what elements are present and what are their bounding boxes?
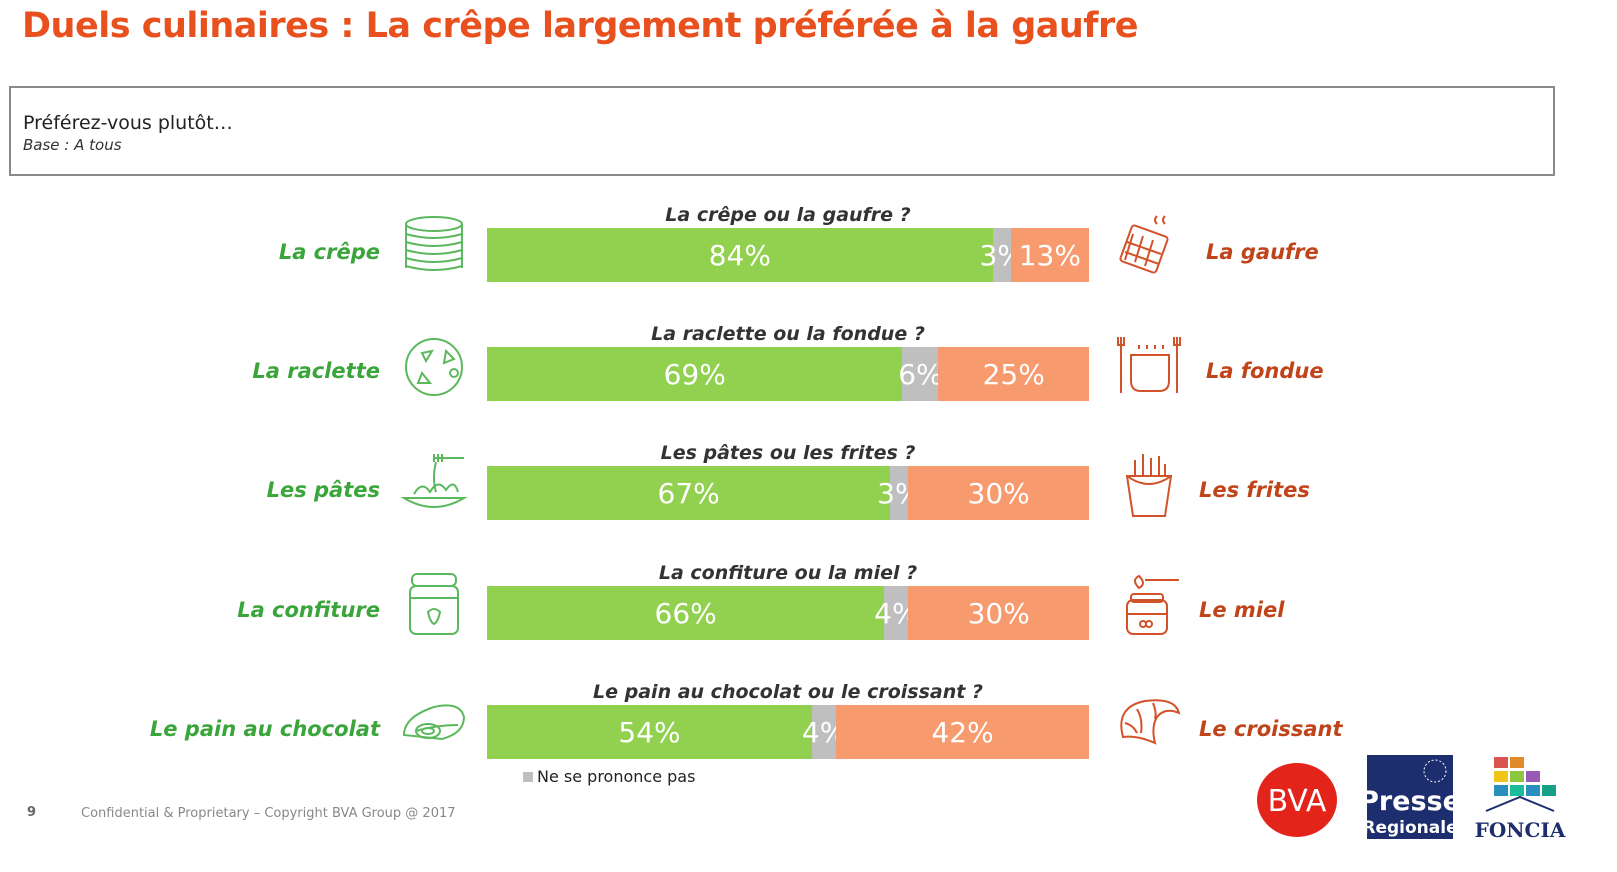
bva-logo-text: BVA [1268, 784, 1327, 819]
bar-segment-no-opinion: 4% [874, 586, 919, 640]
bar-segment-right: 30% [908, 586, 1089, 640]
presse-regionale-logo: Presse Regionale [1367, 755, 1453, 839]
right-choice-label: Les frites [1199, 478, 1310, 502]
data-label: 13% [1018, 238, 1081, 272]
presse-logo-text-bottom: Regionale [1367, 818, 1453, 838]
left-choice-label: Les pâtes [266, 478, 380, 502]
pasta-icon [398, 448, 470, 520]
jam-jar-icon [398, 568, 470, 640]
bar-segment-no-opinion: 3% [877, 466, 922, 520]
duel-row: Le pain au chocolat ou le croissant ? Le … [0, 681, 1617, 791]
duel-row: La raclette ou la fondue ? La raclette 69%… [0, 323, 1617, 433]
bar-segment-left: 67% [487, 466, 891, 520]
data-label: 84% [708, 238, 771, 272]
legend-swatch-no-opinion [523, 771, 533, 782]
bva-logo: BVA [1257, 763, 1337, 837]
foncia-logo-text: FONCIA [1475, 818, 1566, 842]
crepe-stack-icon [398, 210, 470, 282]
data-label: 69% [663, 357, 726, 391]
bar-segment-right: 25% [938, 347, 1089, 401]
waffle-icon [1113, 210, 1185, 282]
bar-segment-no-opinion: 4% [802, 705, 846, 759]
data-label: 6% [898, 357, 943, 391]
data-label: 30% [967, 596, 1030, 630]
fondue-icon [1113, 329, 1185, 401]
data-label: 25% [982, 357, 1045, 391]
base-text: Base : A tous [23, 136, 122, 154]
legend: Ne se prononce pas [523, 767, 695, 786]
data-label: 66% [654, 596, 717, 630]
bar-segment-right: 42% [836, 705, 1089, 759]
left-choice-label: La raclette [252, 359, 380, 383]
duel-question-label: La crêpe ou la gaufre ? [665, 204, 911, 226]
duel-row: La crêpe ou la gaufre ? La crêpe 84% 3% 13% L… [0, 204, 1617, 314]
duel-question-label: La raclette ou la fondue ? [651, 323, 925, 345]
page-title: Duels culinaires : La crêpe largement pr… [22, 6, 1139, 46]
stacked-bar: 84% 3% 13% [487, 228, 1089, 282]
pain-au-chocolat-icon [398, 687, 470, 759]
stacked-bar: 66% 4% 30% [487, 586, 1089, 640]
foncia-logo: FONCIA [1475, 757, 1566, 842]
right-choice-label: La gaufre [1206, 240, 1319, 264]
right-choice-label: Le miel [1199, 598, 1285, 622]
bar-segment-left: 69% [487, 347, 903, 401]
right-choice-label: Le croissant [1199, 717, 1343, 741]
question-box: Préférez-vous plutôt… Base : A tous [9, 86, 1555, 176]
duel-question-label: Les pâtes ou les frites ? [660, 442, 916, 464]
bar-segment-left: 66% [487, 586, 885, 640]
stacked-bar: 67% 3% 30% [487, 466, 1089, 520]
data-label: 30% [967, 476, 1030, 510]
left-choice-label: La crêpe [278, 240, 380, 264]
duel-row: Les pâtes ou les frites ? Les pâtes 67% 3% 3… [0, 442, 1617, 552]
question-text: Préférez-vous plutôt… [23, 112, 233, 134]
data-label: 54% [618, 715, 681, 749]
honey-icon [1113, 568, 1185, 640]
left-choice-label: La confiture [237, 598, 380, 622]
presse-logo-text-top: Presse [1367, 786, 1453, 817]
stacked-bar: 69% 6% 25% [487, 347, 1089, 401]
bar-segment-left: 84% [487, 228, 993, 282]
bar-segment-right: 30% [908, 466, 1089, 520]
duel-row: La confiture ou la miel ? La confiture 66%… [0, 562, 1617, 672]
footer-copyright: Confidential & Proprietary – Copyright B… [81, 806, 456, 821]
right-choice-label: La fondue [1206, 359, 1324, 383]
left-choice-label: Le pain au chocolat [149, 717, 380, 741]
data-label: 42% [931, 715, 994, 749]
data-label: 67% [657, 476, 720, 510]
bar-segment-left: 54% [487, 705, 813, 759]
raclette-icon [398, 329, 470, 401]
bar-segment-no-opinion: 3% [979, 228, 1024, 282]
fries-icon [1113, 448, 1185, 520]
croissant-icon [1113, 687, 1185, 759]
duel-question-label: La confiture ou la miel ? [658, 562, 918, 584]
stacked-bar: 54% 4% 42% [487, 705, 1089, 759]
bar-segment-right: 13% [1010, 228, 1089, 282]
legend-label: Ne se prononce pas [537, 767, 696, 786]
duel-question-label: Le pain au chocolat ou le croissant ? [593, 681, 983, 703]
page-number: 9 [27, 805, 37, 820]
bar-segment-no-opinion: 6% [898, 347, 943, 401]
